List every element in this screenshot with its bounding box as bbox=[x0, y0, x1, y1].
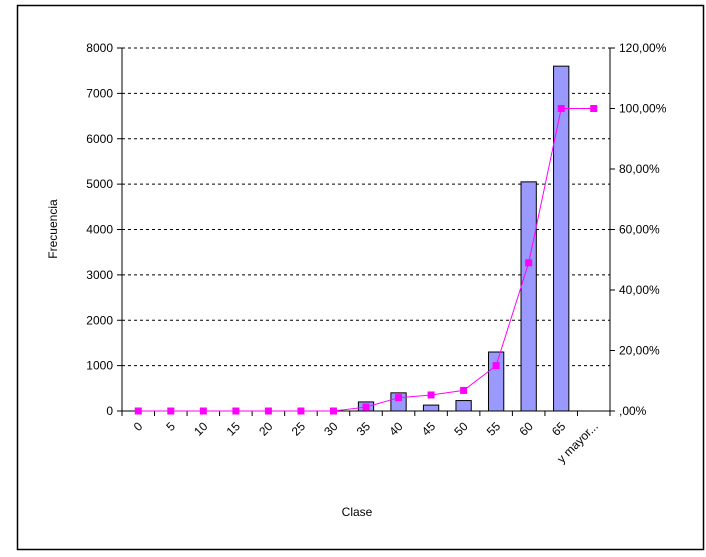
y-axis-title: Frecuencia bbox=[46, 199, 60, 259]
y-tick-label: 5000 bbox=[86, 177, 113, 191]
bar bbox=[520, 181, 537, 412]
cumulative-point bbox=[525, 259, 533, 267]
cumulative-point bbox=[590, 105, 598, 112]
y2-tick-label: 80,00% bbox=[619, 162, 660, 176]
cumulative-point bbox=[264, 407, 272, 415]
bar bbox=[422, 404, 440, 412]
y2-tick-label: 40,00% bbox=[619, 283, 660, 297]
y-tick-label: 1000 bbox=[86, 359, 113, 373]
cumulative-point bbox=[297, 407, 305, 415]
cumulative-point bbox=[362, 403, 370, 411]
cumulative-point bbox=[167, 407, 175, 415]
cumulative-point bbox=[199, 407, 207, 415]
chart-border bbox=[16, 4, 705, 551]
y2-tick-label: ,00% bbox=[619, 404, 647, 418]
cumulative-point bbox=[232, 407, 240, 415]
y-tick-label: 0 bbox=[106, 404, 113, 418]
y2-tick-label: 60,00% bbox=[619, 223, 660, 237]
cumulative-point bbox=[557, 105, 565, 112]
cumulative-point bbox=[134, 407, 142, 415]
y-tick-label: 3000 bbox=[86, 268, 113, 282]
cumulative-line bbox=[134, 105, 598, 415]
y2-tick-label: 120,00% bbox=[619, 41, 667, 55]
axes bbox=[117, 47, 615, 416]
cumulative-point bbox=[395, 394, 403, 402]
x-axis-title: Clase bbox=[342, 505, 373, 519]
cumulative-point bbox=[427, 391, 435, 399]
bar bbox=[553, 65, 570, 412]
y2-tick-label: 100,00% bbox=[619, 102, 667, 116]
cumulative-point bbox=[460, 386, 468, 394]
y-tick-label: 7000 bbox=[86, 86, 113, 100]
y-tick-label: 6000 bbox=[86, 132, 113, 146]
bar bbox=[455, 400, 472, 412]
bar bbox=[487, 351, 505, 412]
y-tick-label: 2000 bbox=[86, 313, 113, 327]
y-tick-label: 4000 bbox=[86, 223, 113, 237]
y-tick-label: 8000 bbox=[86, 41, 113, 55]
cumulative-point bbox=[492, 362, 500, 370]
cumulative-point bbox=[329, 407, 337, 415]
y2-tick-label: 20,00% bbox=[619, 344, 660, 358]
